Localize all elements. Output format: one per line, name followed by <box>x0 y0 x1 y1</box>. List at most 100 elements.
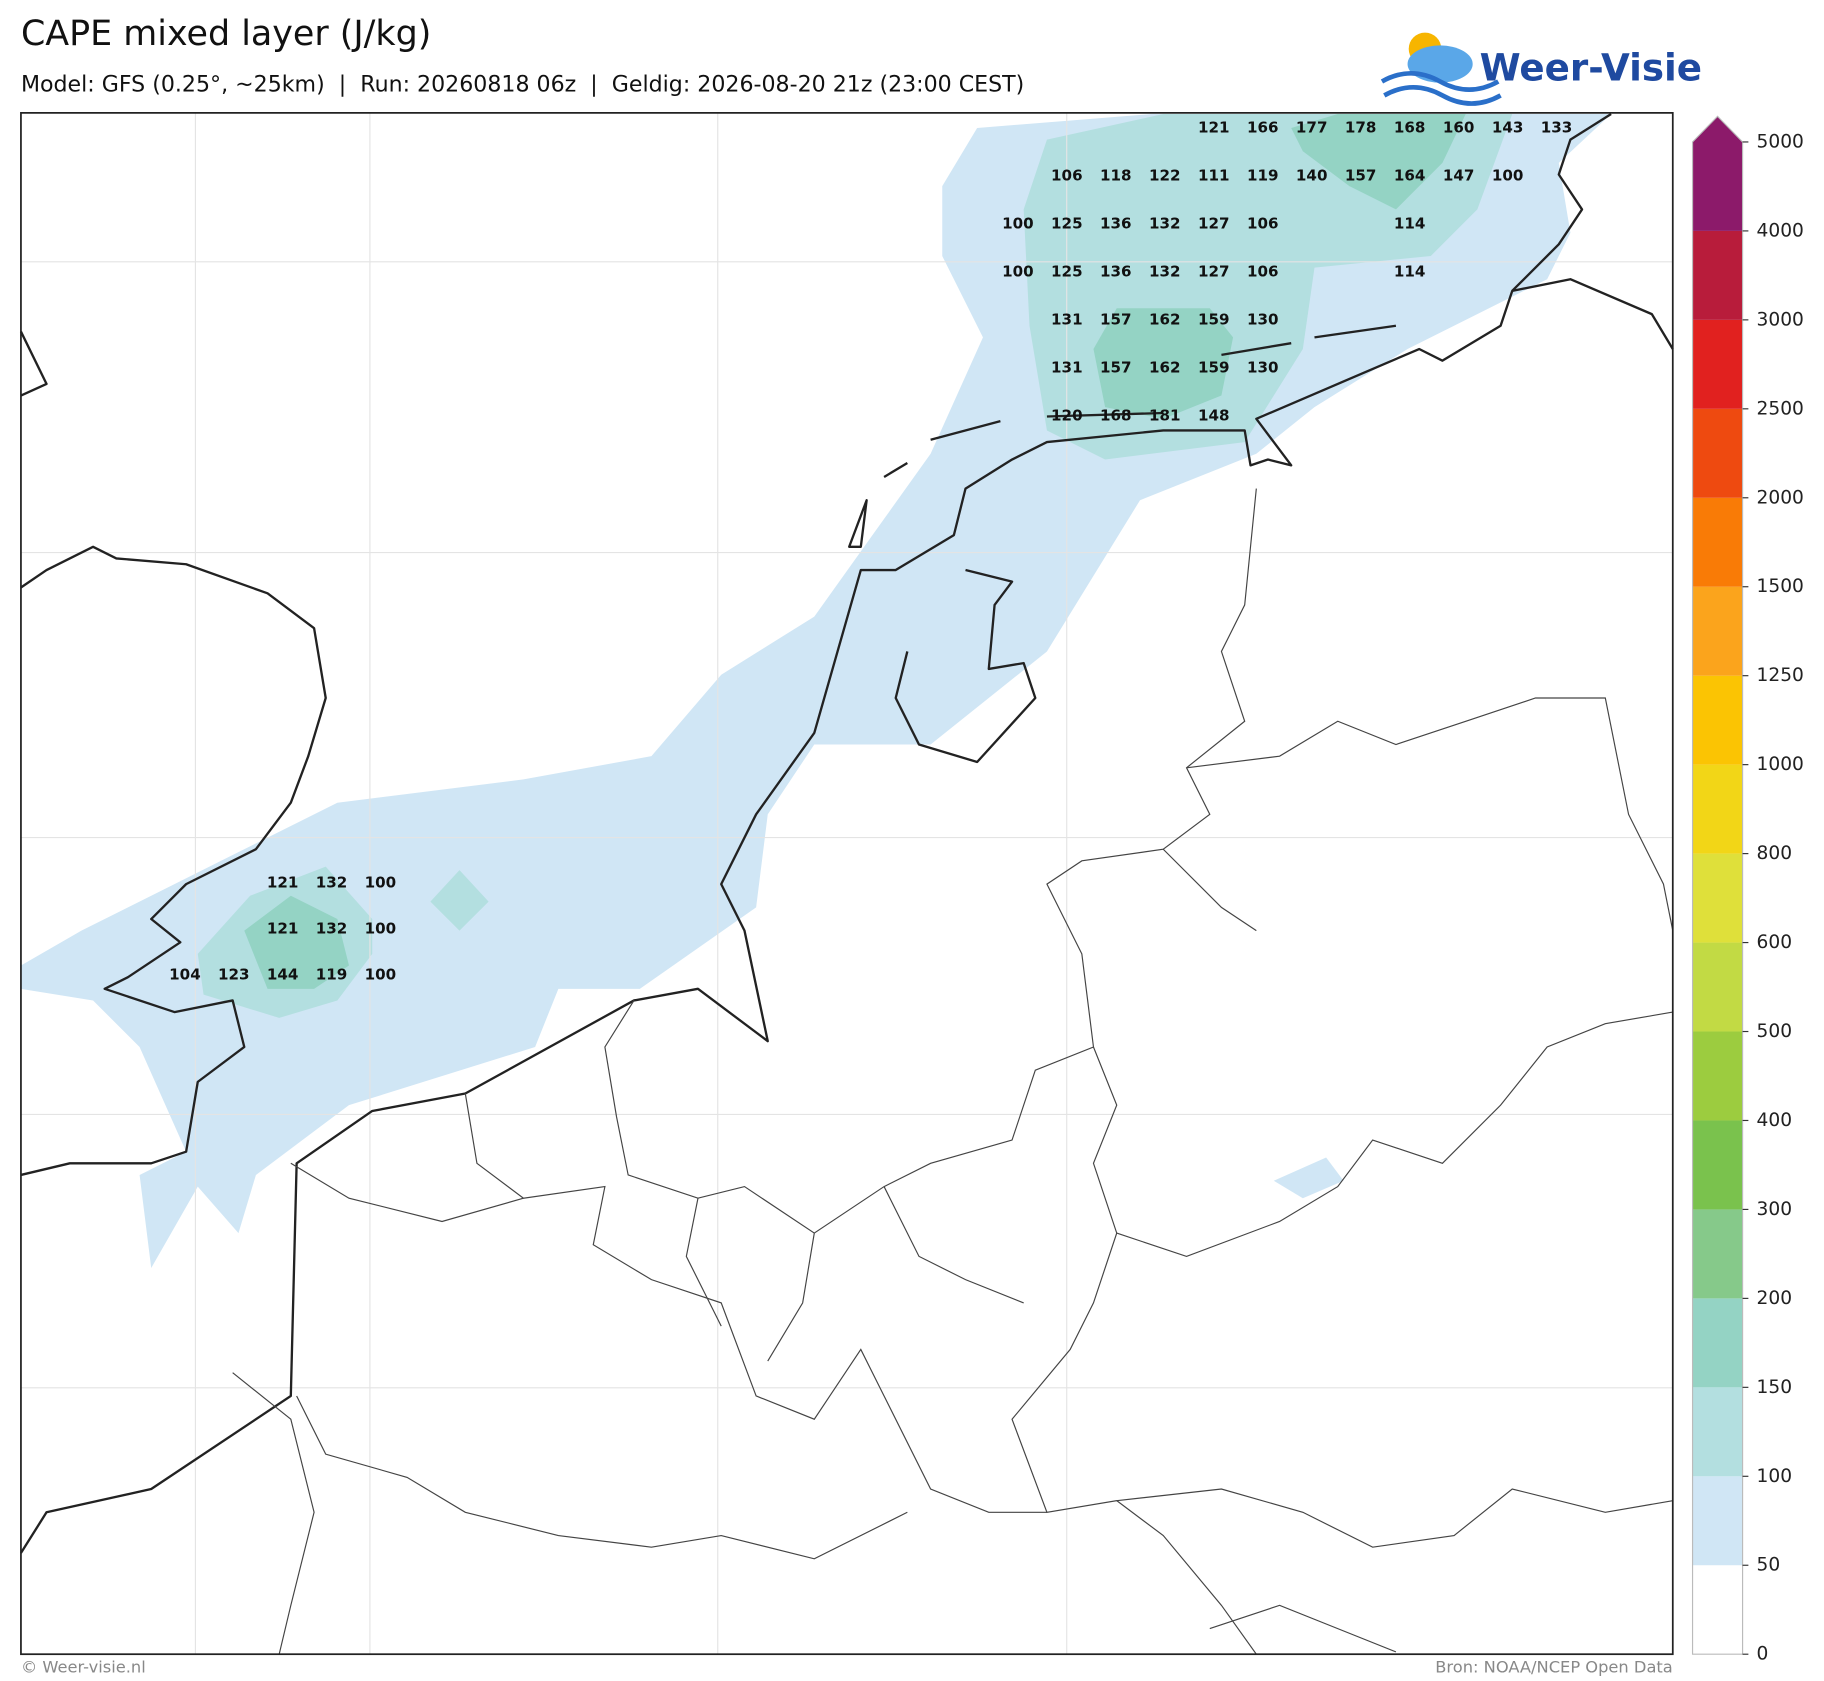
coastlines <box>19 113 1674 1554</box>
cape-value: 118 <box>1100 167 1132 185</box>
colorbar-band <box>1692 1565 1743 1655</box>
colorbar-label: 200 <box>1757 1288 1793 1309</box>
colorbar-extend <box>1692 116 1743 142</box>
cape-value: 114 <box>1394 263 1426 281</box>
colorbar-band <box>1692 1120 1743 1210</box>
cape-value: 120 <box>1051 407 1083 425</box>
colorbar-label: 1500 <box>1757 576 1804 597</box>
colorbar-band <box>1692 1387 1743 1477</box>
colorbar-band <box>1692 497 1743 587</box>
cape-value: 144 <box>267 965 299 983</box>
footer-right: Bron: NOAA/NCEP Open Data <box>1435 1658 1673 1677</box>
cape-value: 106 <box>1051 167 1083 185</box>
cape-value: 119 <box>316 965 348 983</box>
cape-value: 159 <box>1198 311 1230 329</box>
cape-value: 104 <box>169 965 201 983</box>
cape-value: 131 <box>1051 359 1083 377</box>
colorbar-band <box>1692 141 1743 231</box>
cape-value: 100 <box>1492 167 1524 185</box>
logo-text: Weer-Visie <box>1480 45 1702 89</box>
cape-value: 164 <box>1394 167 1426 185</box>
colorbar: 0 50 100 150 200 300 400 500 600 800 1000 1250 1500 2… <box>1691 115 1804 1665</box>
cape-value: 162 <box>1149 311 1181 329</box>
colorbar-label: 4000 <box>1757 220 1804 241</box>
cape-value: 136 <box>1100 263 1132 281</box>
colorbar-label: 300 <box>1757 1199 1793 1220</box>
cape-shading <box>20 114 1612 1269</box>
map: 121 166 177 178 168 160 143 133 106 118 122 111 119 1… <box>19 112 1674 1656</box>
colorbar-label: 800 <box>1757 843 1793 864</box>
map-labels: 121 166 177 178 168 160 143 133 106 118 122 111 119 1… <box>169 119 1572 984</box>
colorbar-band <box>1692 675 1743 765</box>
cape-value: 132 <box>1149 263 1181 281</box>
cape-value: 131 <box>1051 311 1083 329</box>
colorbar-label: 2500 <box>1757 398 1804 419</box>
cape-value: 132 <box>316 873 348 891</box>
cape-value: 106 <box>1247 215 1279 233</box>
cape-value: 147 <box>1443 167 1475 185</box>
cape-value: 106 <box>1247 263 1279 281</box>
cape-value: 125 <box>1051 263 1083 281</box>
colorbar-label: 5000 <box>1757 131 1804 152</box>
graticule <box>20 112 1673 1655</box>
cape-value: 121 <box>1198 119 1230 137</box>
cape-value: 168 <box>1100 407 1132 425</box>
cape-value: 178 <box>1345 119 1377 137</box>
cape-value: 111 <box>1198 167 1230 185</box>
colorbar-band <box>1692 230 1743 320</box>
colorbar-band <box>1692 1031 1743 1121</box>
cape-value: 136 <box>1100 215 1132 233</box>
colorbar-outline <box>1691 115 1744 1655</box>
cape-value: 143 <box>1492 119 1524 137</box>
cape-value: 168 <box>1394 119 1426 137</box>
cape-value: 100 <box>365 873 397 891</box>
colorbar-label: 150 <box>1757 1377 1793 1398</box>
cape-value: 100 <box>365 919 397 937</box>
cape-value: 162 <box>1149 359 1181 377</box>
subtitle: Model: GFS (0.25°, ~25km) | Run: 2026081… <box>21 71 1024 97</box>
colorbar-label: 2000 <box>1757 487 1804 508</box>
colorbar-band <box>1692 853 1743 943</box>
cape-value: 123 <box>218 965 250 983</box>
cape-value: 133 <box>1541 119 1573 137</box>
cape-value: 148 <box>1198 407 1230 425</box>
cape-value: 157 <box>1100 359 1132 377</box>
cape-value: 122 <box>1149 167 1181 185</box>
colorbar-label: 100 <box>1757 1466 1793 1487</box>
cape-value: 132 <box>1149 215 1181 233</box>
colorbar-band <box>1692 408 1743 498</box>
cape-value: 127 <box>1198 263 1230 281</box>
colorbar-band <box>1692 1476 1743 1566</box>
cape-value: 159 <box>1198 359 1230 377</box>
colorbar-band <box>1692 586 1743 676</box>
cape-value: 114 <box>1394 215 1426 233</box>
cape-value: 140 <box>1296 167 1328 185</box>
cape-value: 132 <box>316 919 348 937</box>
colorbar-band <box>1692 942 1743 1032</box>
colorbar-band <box>1692 1298 1743 1388</box>
cape-value: 130 <box>1247 359 1279 377</box>
cape-value: 121 <box>267 919 299 937</box>
cape-value: 127 <box>1198 215 1230 233</box>
footer-left: © Weer-visie.nl <box>21 1658 146 1677</box>
logo: Weer-Visie <box>1380 32 1702 106</box>
borders <box>232 488 1674 1655</box>
cape-value: 121 <box>267 873 299 891</box>
cape-value: 160 <box>1443 119 1475 137</box>
cape-value: 100 <box>1002 215 1034 233</box>
cape-value: 125 <box>1051 215 1083 233</box>
cape-value: 119 <box>1247 167 1279 185</box>
cape-value: 100 <box>365 965 397 983</box>
cape-value: 181 <box>1149 407 1181 425</box>
title: CAPE mixed layer (J/kg) <box>21 14 431 54</box>
cape-value: 100 <box>1002 263 1034 281</box>
cape-value: 177 <box>1296 119 1328 137</box>
cape-value: 157 <box>1345 167 1377 185</box>
colorbar-label: 400 <box>1757 1110 1793 1131</box>
colorbar-label: 0 <box>1757 1644 1769 1665</box>
colorbar-label: 3000 <box>1757 309 1804 330</box>
cape-value: 166 <box>1247 119 1279 137</box>
cape-value: 157 <box>1100 311 1132 329</box>
colorbar-band <box>1692 319 1743 409</box>
